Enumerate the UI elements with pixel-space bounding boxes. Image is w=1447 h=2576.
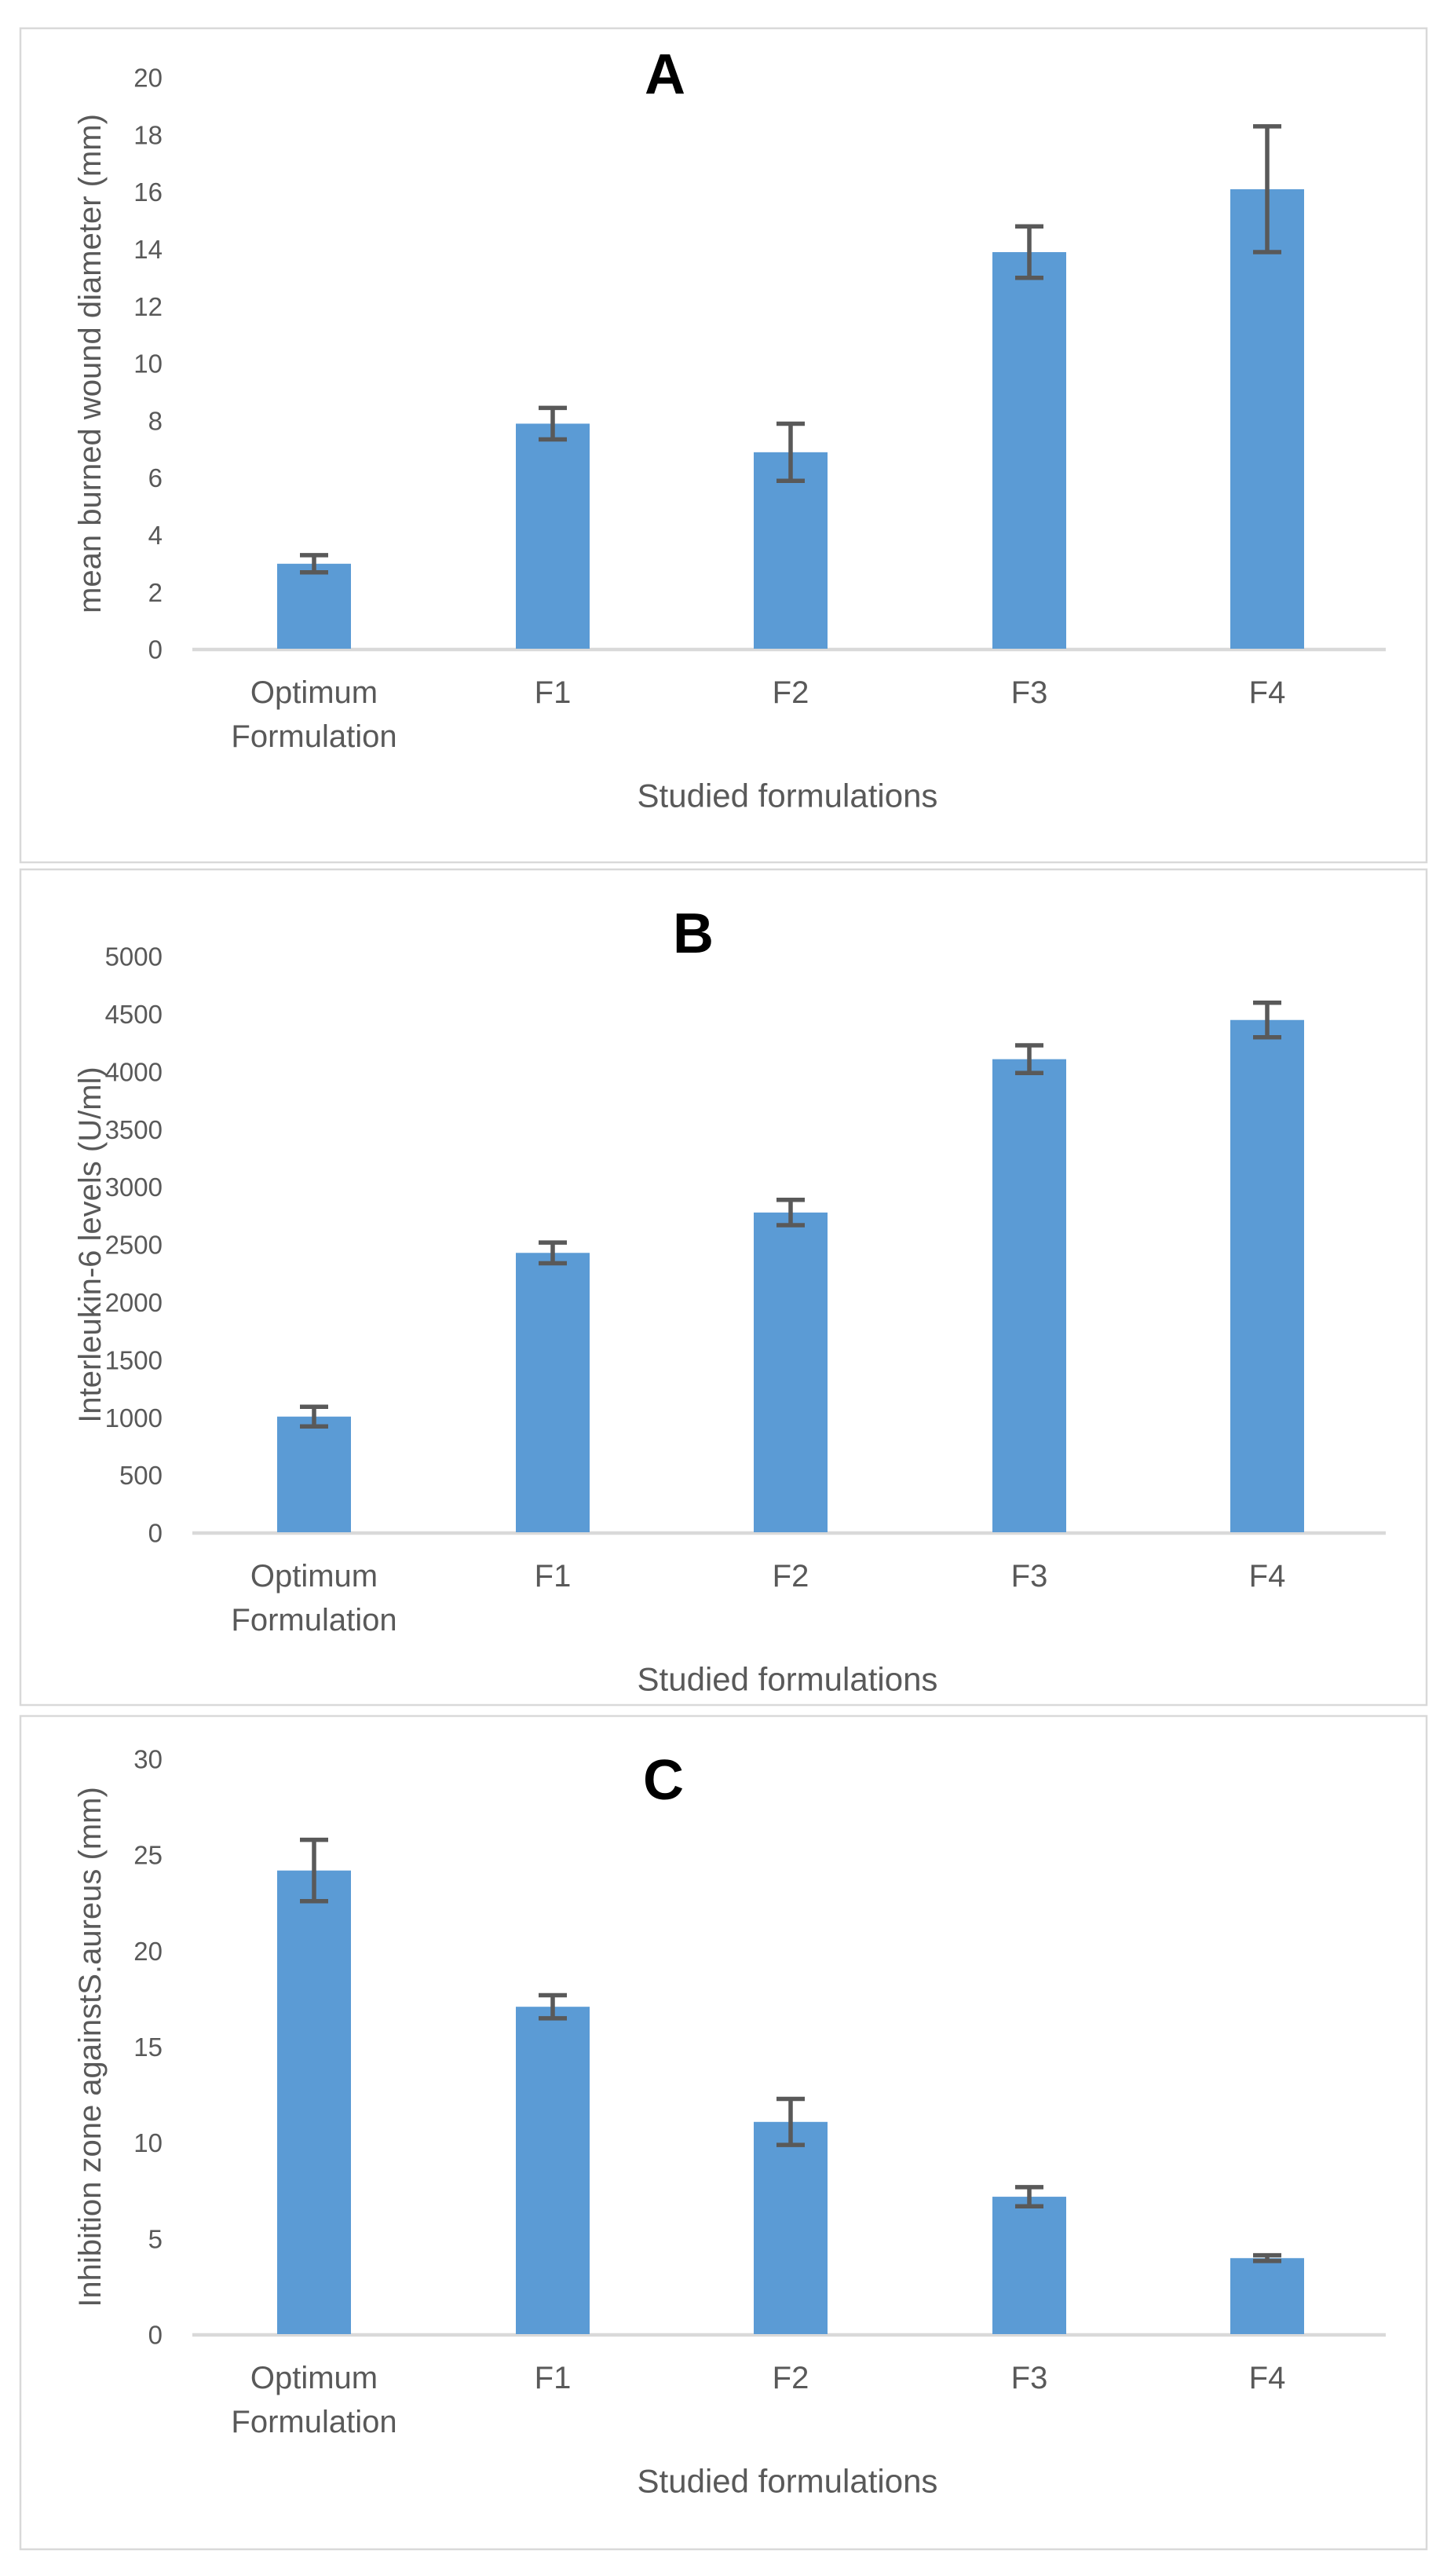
bar-f1 bbox=[516, 2007, 590, 2334]
x-category-label: F3 bbox=[1011, 1559, 1048, 1594]
y-tick-label: 30 bbox=[133, 1745, 163, 1774]
y-tick-label: 4500 bbox=[105, 1000, 163, 1029]
bar-f4 bbox=[1230, 188, 1304, 649]
y-tick-label: 2 bbox=[148, 578, 163, 607]
bar-optimum-formulation bbox=[277, 1870, 351, 2334]
y-tick-label: 2000 bbox=[105, 1288, 163, 1317]
x-category-label: F2 bbox=[773, 675, 809, 710]
x-category-label: F2 bbox=[773, 2361, 809, 2395]
x-category-label: F4 bbox=[1249, 1559, 1286, 1594]
y-tick-label: 18 bbox=[133, 120, 163, 149]
x-category-label: Formulation bbox=[231, 2405, 396, 2439]
x-category-label: F3 bbox=[1011, 2361, 1048, 2395]
error-bar bbox=[776, 1197, 805, 1228]
y-tick-label: 1500 bbox=[105, 1345, 163, 1374]
error-bar bbox=[1253, 2252, 1281, 2263]
error-bar bbox=[539, 405, 567, 442]
chart-panel-a: 0 2 4 6 8 10 12 14 16 18 20 mean burned wound diame… bbox=[19, 27, 1428, 864]
x-axis-title: Studied formulations bbox=[638, 778, 938, 814]
y-tick-label: 4000 bbox=[105, 1057, 163, 1086]
x-category-label: F4 bbox=[1249, 675, 1286, 710]
bar-f2 bbox=[754, 2121, 828, 2334]
chart-panel-c: 0 5 10 15 20 25 30 Inhibition zone againstS.aur… bbox=[19, 1714, 1428, 2551]
y-tick-label: 14 bbox=[133, 235, 163, 264]
bar-f2 bbox=[754, 452, 828, 649]
x-category-label: F4 bbox=[1249, 2361, 1286, 2395]
bar-f4 bbox=[1230, 2258, 1304, 2334]
x-axis-title: Studied formulations bbox=[638, 1661, 938, 1698]
error-bar bbox=[1253, 124, 1281, 254]
x-category-label: Optimum bbox=[250, 2361, 378, 2395]
y-axis-title: mean burned wound diameter (mm) bbox=[73, 114, 108, 613]
error-bar bbox=[300, 1404, 328, 1429]
x-category-label: F1 bbox=[535, 1559, 572, 1594]
y-tick-label: 0 bbox=[148, 1519, 163, 1548]
x-axis-title: Studied formulations bbox=[638, 2463, 938, 2500]
panel-border-b bbox=[19, 868, 1428, 1707]
y-tick-label: 4 bbox=[148, 521, 163, 550]
y-axis-title: Interleukin-6 levels (U/ml) bbox=[73, 1067, 108, 1422]
y-tick-label: 10 bbox=[133, 349, 163, 379]
y-axis-title: Inhibition zone againstS.aureus (mm) bbox=[73, 1787, 108, 2307]
y-tick-label: 3500 bbox=[105, 1115, 163, 1144]
panel-border-c bbox=[19, 1714, 1428, 2551]
y-tick-label: 0 bbox=[148, 2321, 163, 2350]
panel-letter-a: A bbox=[645, 43, 685, 106]
y-tick-label: 20 bbox=[133, 64, 163, 93]
error-bar bbox=[539, 1992, 567, 2021]
bar-f1 bbox=[516, 423, 590, 649]
x-category-label: F3 bbox=[1011, 675, 1048, 710]
error-bar bbox=[1253, 1000, 1281, 1040]
error-bar bbox=[300, 1837, 328, 1904]
y-tick-label: 5 bbox=[148, 2224, 163, 2253]
panel-letter-c: C bbox=[643, 1749, 684, 1812]
y-tick-label: 1000 bbox=[105, 1403, 163, 1433]
x-category-label: Formulation bbox=[231, 1603, 396, 1637]
y-tick-label: 500 bbox=[119, 1461, 163, 1490]
x-category-label: F1 bbox=[535, 675, 572, 710]
bar-f3 bbox=[992, 2197, 1066, 2334]
bar-f3 bbox=[992, 252, 1066, 649]
y-tick-label: 5000 bbox=[105, 942, 163, 971]
bar-f3 bbox=[992, 1059, 1066, 1532]
y-tick-label: 25 bbox=[133, 1841, 163, 1870]
x-category-label: F1 bbox=[535, 2361, 572, 2395]
chart-panel-b: 0 500 1000 1500 2000 2500 3000 3500 4000 4500 5000… bbox=[19, 868, 1428, 1707]
bar-optimum-formulation bbox=[277, 563, 351, 649]
error-bar bbox=[300, 553, 328, 575]
error-bar bbox=[776, 2096, 805, 2147]
error-bar bbox=[539, 1240, 567, 1266]
error-bar bbox=[1015, 1043, 1043, 1076]
panel-letter-b: B bbox=[673, 902, 714, 965]
y-tick-label: 20 bbox=[133, 1937, 163, 1966]
y-tick-label: 2500 bbox=[105, 1231, 163, 1260]
panel-border-a bbox=[19, 27, 1428, 864]
y-tick-label: 6 bbox=[148, 463, 163, 492]
bar-f1 bbox=[516, 1253, 590, 1532]
y-tick-label: 16 bbox=[133, 177, 163, 207]
y-tick-label: 10 bbox=[133, 2128, 163, 2157]
error-bar bbox=[1015, 224, 1043, 280]
x-category-label: Optimum bbox=[250, 1559, 378, 1594]
x-category-label: Formulation bbox=[231, 719, 396, 754]
y-tick-label: 15 bbox=[133, 2033, 163, 2062]
bar-f2 bbox=[754, 1212, 828, 1532]
x-category-label: F2 bbox=[773, 1559, 809, 1594]
bar-f4 bbox=[1230, 1019, 1304, 1532]
error-bar bbox=[1015, 2185, 1043, 2209]
error-bar bbox=[776, 421, 805, 483]
y-tick-label: 3000 bbox=[105, 1173, 163, 1202]
y-tick-label: 12 bbox=[133, 292, 163, 321]
bar-optimum-formulation bbox=[277, 1416, 351, 1532]
y-tick-label: 8 bbox=[148, 406, 163, 435]
x-category-label: Optimum bbox=[250, 675, 378, 710]
y-tick-label: 0 bbox=[148, 635, 163, 664]
